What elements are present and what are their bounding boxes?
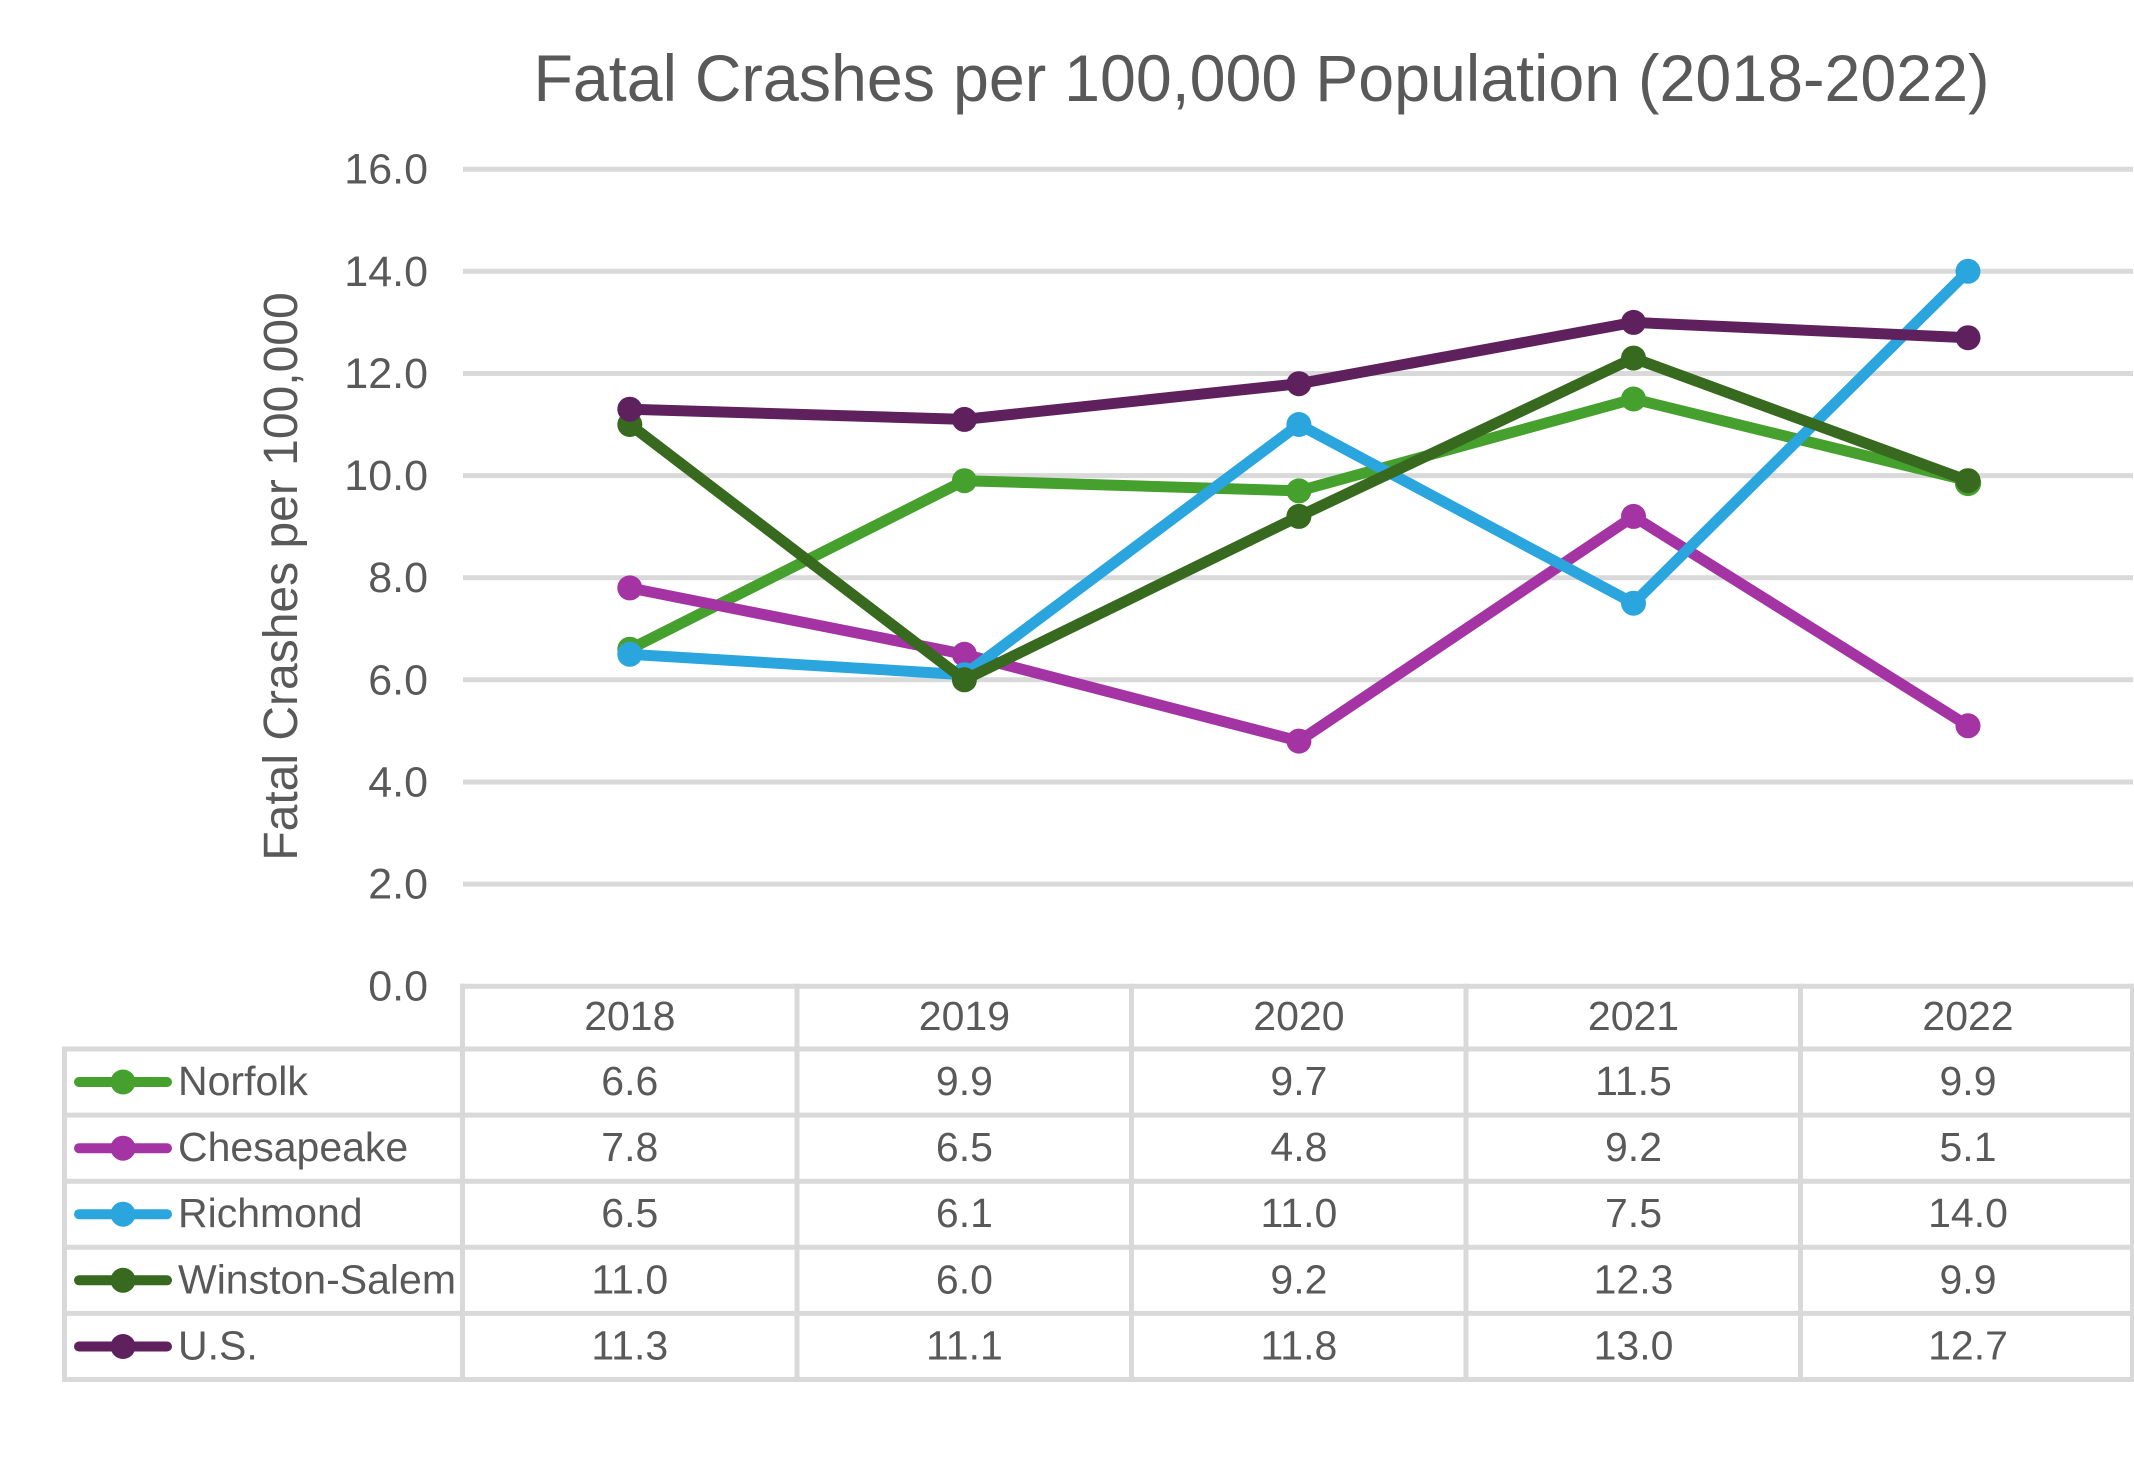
svg-text:6.1: 6.1 <box>936 1190 993 1236</box>
svg-text:6.5: 6.5 <box>936 1124 993 1170</box>
svg-text:16.0: 16.0 <box>344 146 428 194</box>
svg-text:9.7: 9.7 <box>1270 1058 1327 1104</box>
svg-text:Chesapeake: Chesapeake <box>178 1124 408 1170</box>
svg-text:2019: 2019 <box>919 993 1010 1039</box>
svg-text:4.0: 4.0 <box>368 759 428 807</box>
svg-text:Richmond: Richmond <box>178 1190 363 1236</box>
svg-text:11.0: 11.0 <box>1261 1190 1338 1236</box>
svg-text:14.0: 14.0 <box>344 248 428 296</box>
svg-text:6.0: 6.0 <box>368 656 428 704</box>
svg-text:10.0: 10.0 <box>344 452 428 500</box>
svg-text:2022: 2022 <box>1922 993 2013 1039</box>
svg-text:9.9: 9.9 <box>1940 1058 1997 1104</box>
svg-text:9.9: 9.9 <box>936 1058 993 1104</box>
svg-text:Winston-Salem: Winston-Salem <box>178 1256 456 1302</box>
svg-text:U.S.: U.S. <box>178 1323 258 1369</box>
svg-text:11.0: 11.0 <box>591 1256 668 1302</box>
svg-text:11.3: 11.3 <box>591 1323 668 1369</box>
svg-text:11.1: 11.1 <box>926 1323 1003 1369</box>
svg-text:13.0: 13.0 <box>1594 1323 1674 1369</box>
svg-text:5.1: 5.1 <box>1940 1124 1997 1170</box>
svg-text:2.0: 2.0 <box>368 861 428 909</box>
svg-text:11.5: 11.5 <box>1595 1058 1672 1104</box>
svg-text:9.2: 9.2 <box>1605 1124 1662 1170</box>
svg-text:2020: 2020 <box>1253 993 1344 1039</box>
svg-text:6.6: 6.6 <box>601 1058 658 1104</box>
svg-text:Fatal Crashes per 100,000: Fatal Crashes per 100,000 <box>255 292 308 860</box>
svg-text:7.5: 7.5 <box>1605 1190 1662 1236</box>
svg-text:14.0: 14.0 <box>1928 1190 2008 1236</box>
svg-text:2018: 2018 <box>584 993 675 1039</box>
svg-text:6.0: 6.0 <box>936 1256 993 1302</box>
svg-text:11.8: 11.8 <box>1261 1323 1338 1369</box>
svg-text:12.7: 12.7 <box>1928 1323 2008 1369</box>
svg-text:6.5: 6.5 <box>601 1190 658 1236</box>
svg-text:12.3: 12.3 <box>1594 1256 1674 1302</box>
svg-text:12.0: 12.0 <box>344 350 428 398</box>
svg-text:9.9: 9.9 <box>1940 1256 1997 1302</box>
svg-text:9.2: 9.2 <box>1270 1256 1327 1302</box>
svg-text:8.0: 8.0 <box>368 554 428 602</box>
svg-text:2021: 2021 <box>1588 993 1679 1039</box>
svg-text:0.0: 0.0 <box>368 963 428 1011</box>
svg-text:Fatal Crashes per 100,000 Popu: Fatal Crashes per 100,000 Population (20… <box>534 41 1990 115</box>
svg-text:4.8: 4.8 <box>1270 1124 1327 1170</box>
svg-text:7.8: 7.8 <box>601 1124 658 1170</box>
svg-text:Norfolk: Norfolk <box>178 1058 308 1104</box>
